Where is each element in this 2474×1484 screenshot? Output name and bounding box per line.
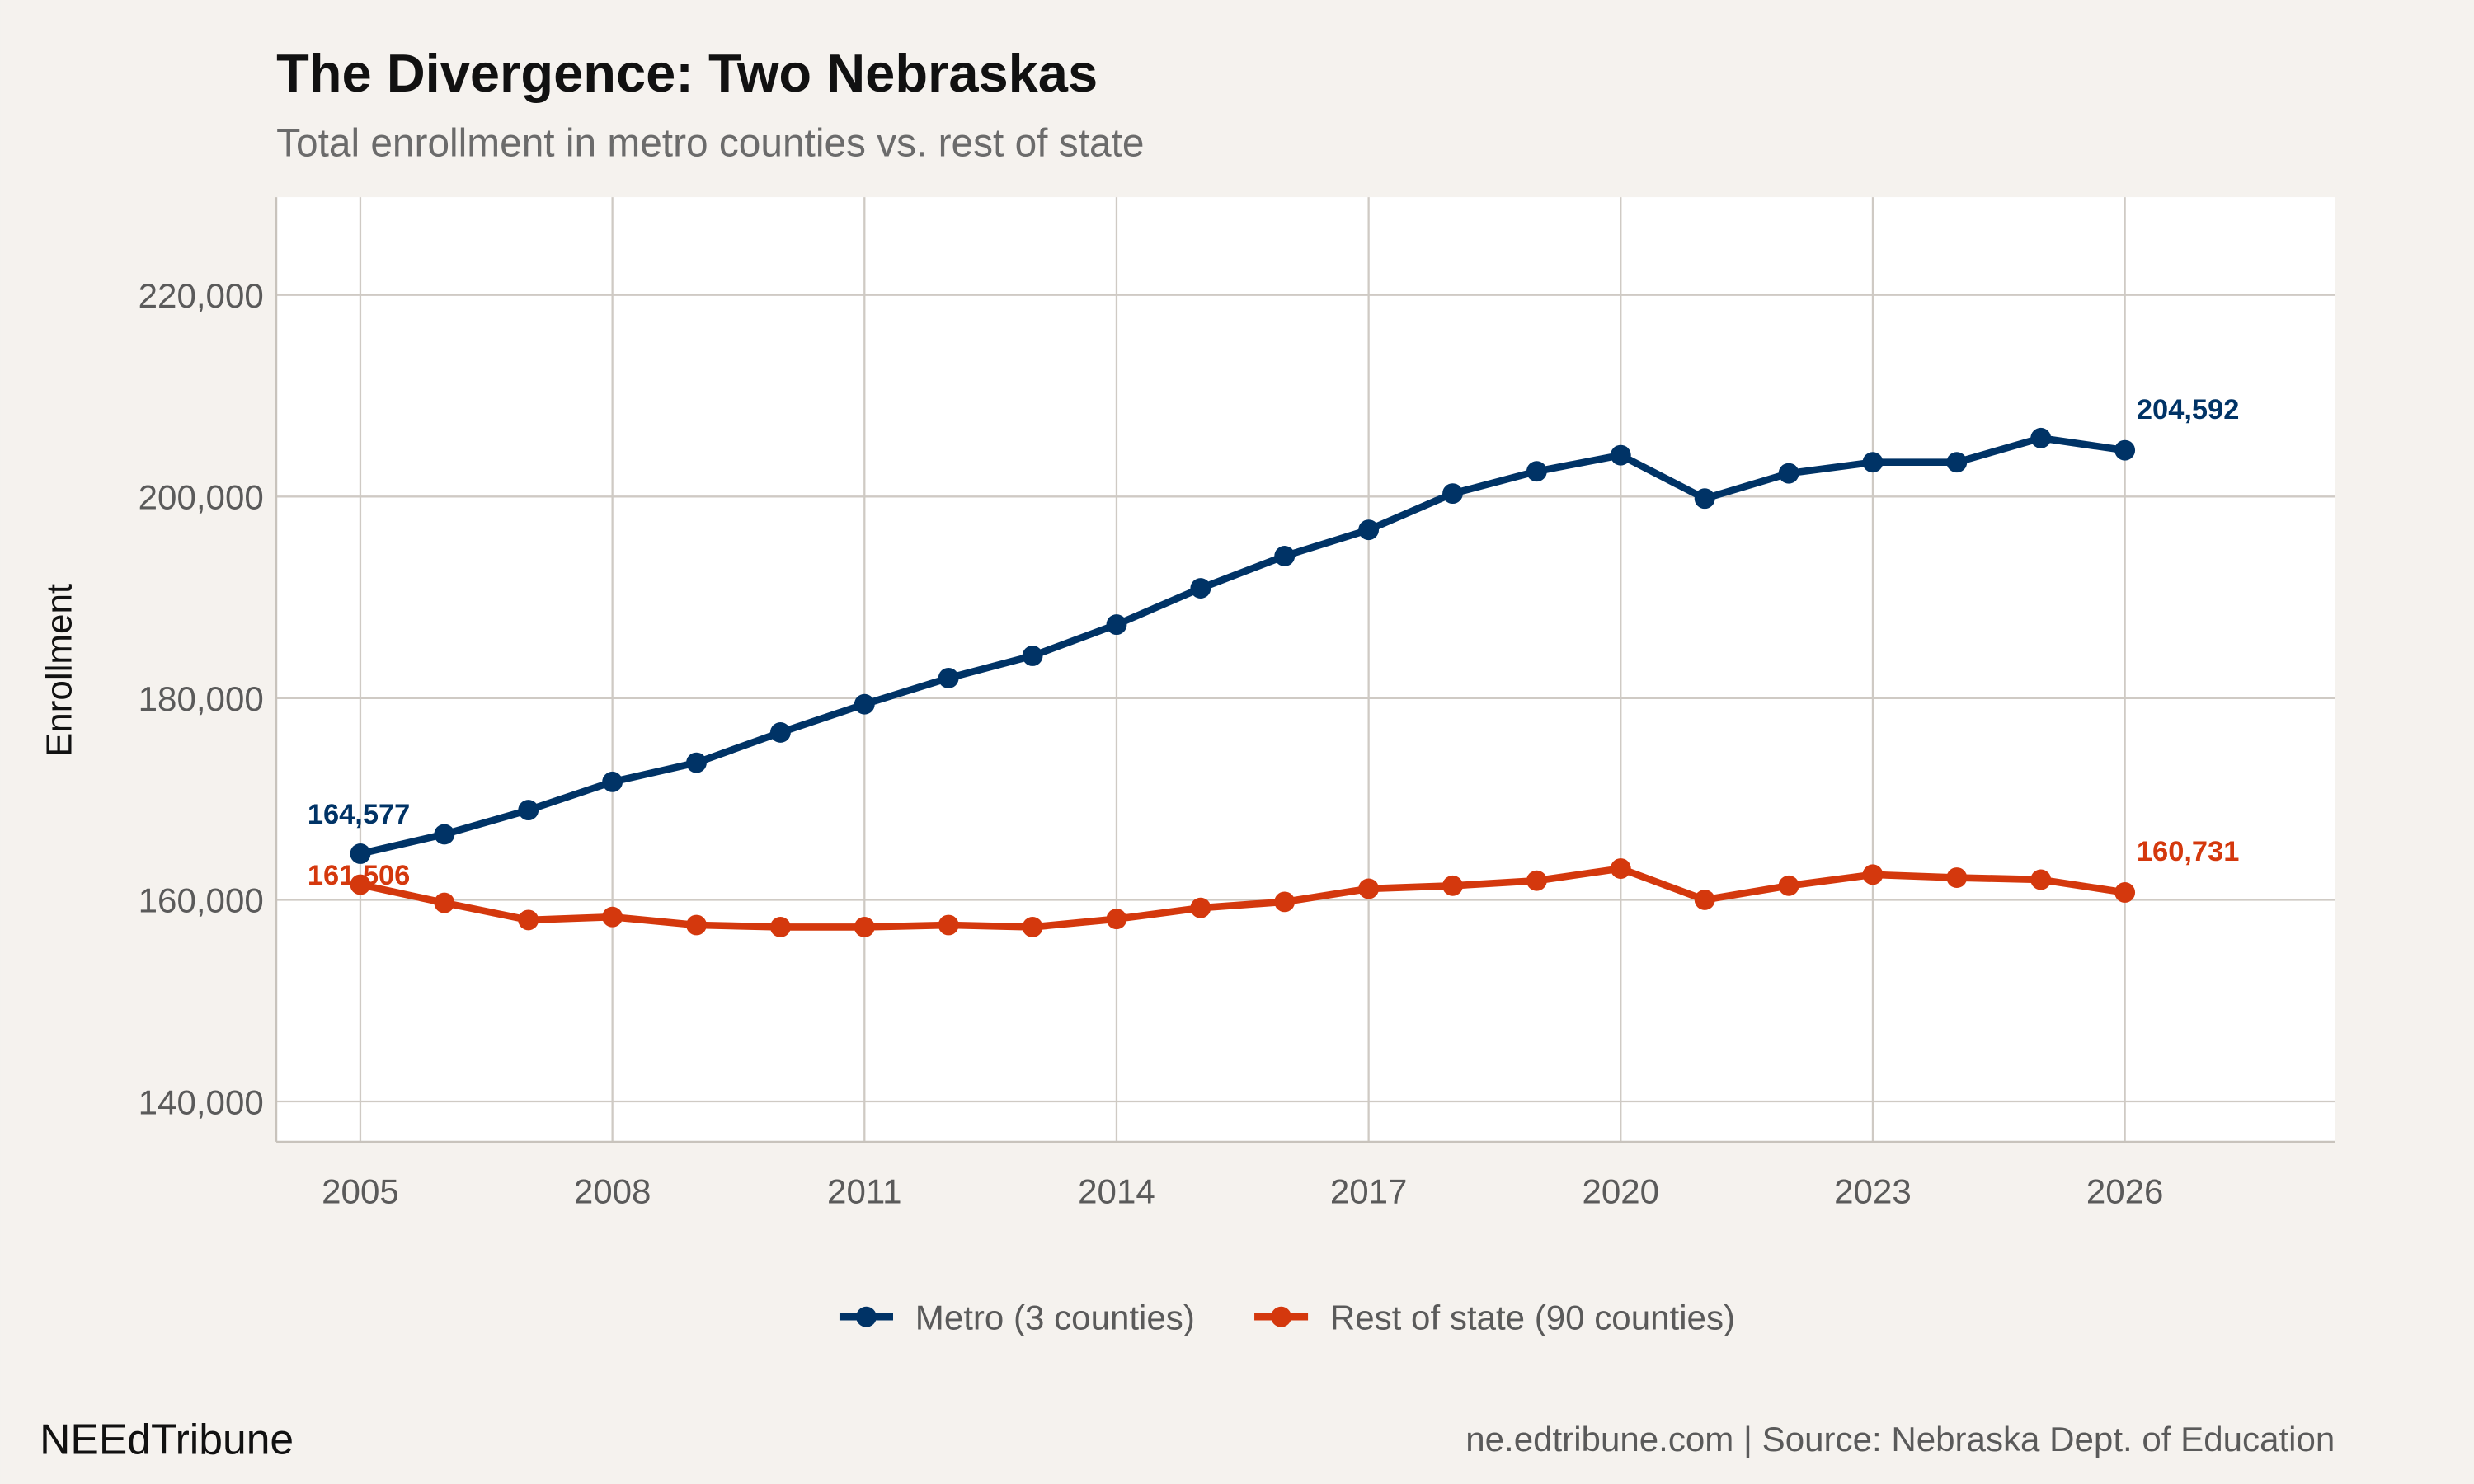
series-metro: 164,577 204,592 <box>308 394 2239 864</box>
data-point <box>2030 427 2052 448</box>
data-point <box>1358 878 1380 899</box>
data-point <box>1862 864 1884 885</box>
data-point <box>1778 875 1799 896</box>
data-point <box>2114 439 2136 461</box>
data-point <box>938 914 959 936</box>
data-point <box>1862 452 1884 473</box>
data-point <box>938 667 959 688</box>
data-point <box>1610 858 1631 879</box>
legend-item: Rest of state (90 counties) <box>1254 1298 1735 1337</box>
data-point <box>1274 546 1296 566</box>
data-point <box>1274 891 1296 913</box>
data-point <box>350 874 371 895</box>
data-label: 204,592 <box>2137 394 2239 425</box>
data-point <box>518 800 539 821</box>
legend-label: Rest of state (90 counties) <box>1330 1298 1735 1337</box>
x-tick-label: 2023 <box>1834 1172 1912 1211</box>
y-tick-label: 200,000 <box>139 478 264 517</box>
data-point <box>686 752 707 773</box>
data-point <box>1526 461 1547 482</box>
source-caption: ne.edtribune.com | Source: Nebraska Dept… <box>1465 1420 2335 1458</box>
series-group: 164,577 204,592 161,506 160,731 <box>308 394 2239 937</box>
data-point <box>854 693 875 715</box>
y-tick-label: 220,000 <box>139 276 264 315</box>
y-tick-label: 160,000 <box>139 881 264 920</box>
x-tick-label: 2020 <box>1582 1172 1659 1211</box>
data-point <box>1190 578 1211 599</box>
y-tick-label: 180,000 <box>139 679 264 718</box>
data-point <box>350 843 371 864</box>
data-point <box>1610 444 1631 466</box>
data-label: 160,731 <box>2137 836 2239 867</box>
data-point <box>434 892 455 913</box>
x-tick-label: 2014 <box>1078 1172 1155 1211</box>
series-line <box>359 434 2126 857</box>
x-tick-label: 2008 <box>574 1172 651 1211</box>
data-point <box>1106 614 1127 636</box>
data-point <box>1694 488 1715 510</box>
data-point <box>686 914 707 936</box>
y-tick-label: 140,000 <box>139 1082 264 1121</box>
data-point <box>1946 452 1968 473</box>
chart-title: The Divergence: Two Nebraskas <box>276 43 1098 103</box>
data-point <box>1946 867 1968 888</box>
legend: Metro (3 counties) Rest of state (90 coun… <box>839 1298 1735 1337</box>
data-point <box>1442 875 1463 896</box>
x-tick-label: 2005 <box>322 1172 399 1211</box>
tick-labels: 140,000 160,000 180,000 200,000 220,000 2005 2… <box>139 276 2164 1210</box>
brand-logo-text: NEEdTribune <box>40 1416 294 1463</box>
series-line <box>360 865 2126 931</box>
data-point <box>434 824 455 845</box>
data-point <box>602 771 623 792</box>
data-point <box>1442 483 1463 505</box>
chart-subtitle: Total enrollment in metro counties vs. r… <box>276 121 1144 165</box>
data-point <box>2114 882 2136 903</box>
x-tick-label: 2011 <box>827 1172 901 1211</box>
plot-panel <box>276 197 2335 1142</box>
data-point <box>769 722 791 743</box>
series-rest-of-state: 161,506 160,731 <box>308 836 2239 937</box>
legend-point-key <box>1271 1306 1291 1327</box>
legend-point-key <box>856 1306 877 1327</box>
data-point <box>769 917 791 937</box>
legend-label: Metro (3 counties) <box>915 1298 1195 1337</box>
data-point <box>854 917 875 937</box>
data-point <box>2030 869 2052 890</box>
data-point <box>602 906 623 928</box>
data-point <box>1526 870 1547 891</box>
data-label: 164,577 <box>308 799 410 830</box>
data-point <box>1106 909 1127 930</box>
data-point <box>1694 889 1715 910</box>
legend-item: Metro (3 counties) <box>839 1298 1195 1337</box>
data-label: 161,506 <box>308 860 410 891</box>
x-tick-label: 2017 <box>1330 1172 1408 1211</box>
data-point <box>1778 463 1799 484</box>
y-axis-label: Enrollment <box>39 584 79 757</box>
data-point <box>1358 519 1380 541</box>
x-tick-label: 2026 <box>2086 1172 2164 1211</box>
data-point <box>1022 917 1043 937</box>
data-point <box>518 909 539 931</box>
data-point <box>1190 897 1211 918</box>
data-point <box>1022 646 1043 666</box>
